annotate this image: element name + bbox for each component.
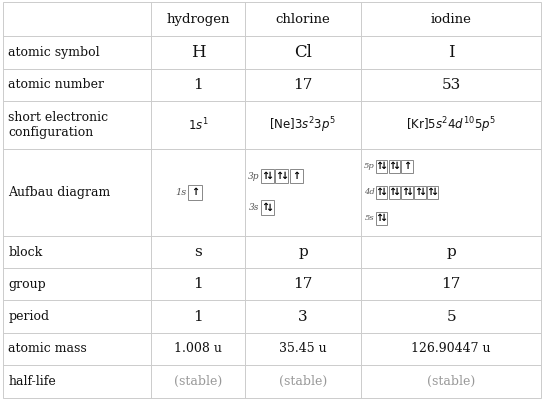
Text: 3p: 3p — [248, 172, 259, 181]
Bar — [376, 160, 387, 173]
Text: 1.008 u: 1.008 u — [174, 342, 222, 355]
Text: H: H — [190, 44, 205, 61]
Bar — [376, 212, 387, 225]
Text: atomic mass: atomic mass — [8, 342, 87, 355]
Text: group: group — [8, 278, 46, 291]
Text: chlorine: chlorine — [276, 13, 330, 26]
Text: 17: 17 — [441, 277, 461, 291]
Text: period: period — [8, 310, 50, 323]
Text: Aufbau diagram: Aufbau diagram — [8, 186, 110, 199]
Text: ↓: ↓ — [380, 213, 387, 223]
Text: ↑: ↑ — [375, 161, 384, 171]
Text: ↑: ↑ — [261, 171, 269, 181]
Text: ↑: ↑ — [413, 187, 422, 197]
Text: 1s: 1s — [175, 188, 187, 197]
Text: 1: 1 — [193, 78, 203, 92]
Text: (stable): (stable) — [174, 375, 222, 388]
Bar — [388, 160, 400, 173]
Text: ↓: ↓ — [265, 171, 274, 181]
Text: hydrogen: hydrogen — [166, 13, 230, 26]
Bar — [275, 169, 288, 184]
Bar — [290, 169, 303, 184]
Text: ↑: ↑ — [191, 187, 200, 197]
Bar — [261, 169, 274, 184]
Text: 3s: 3s — [249, 203, 259, 212]
Text: p: p — [446, 245, 456, 259]
Text: ↑: ↑ — [388, 161, 396, 171]
Text: ↓: ↓ — [392, 187, 400, 197]
Text: Cl: Cl — [294, 44, 312, 61]
Text: p: p — [298, 245, 308, 259]
Text: short electronic
configuration: short electronic configuration — [8, 111, 108, 139]
Text: 5p: 5p — [363, 162, 374, 170]
Text: ↑: ↑ — [375, 213, 384, 223]
Text: 126.90447 u: 126.90447 u — [411, 342, 491, 355]
Text: 1: 1 — [193, 277, 203, 291]
Text: 5s: 5s — [365, 214, 374, 222]
Bar — [261, 200, 274, 215]
Text: 53: 53 — [441, 78, 461, 92]
Text: ↑: ↑ — [426, 187, 435, 197]
Text: $\mathrm{[Ne]}3s^{2}3p^{5}$: $\mathrm{[Ne]}3s^{2}3p^{5}$ — [269, 115, 336, 134]
Text: 3: 3 — [298, 310, 308, 324]
Text: ↓: ↓ — [405, 187, 413, 197]
Bar — [376, 186, 387, 199]
Bar — [414, 186, 425, 199]
Text: atomic symbol: atomic symbol — [8, 46, 100, 59]
Text: ↓: ↓ — [380, 187, 387, 197]
Text: iodine: iodine — [431, 13, 472, 26]
Text: atomic number: atomic number — [8, 78, 104, 91]
Text: ↓: ↓ — [380, 161, 387, 171]
Text: ↑: ↑ — [293, 171, 301, 181]
Text: ↑: ↑ — [375, 187, 384, 197]
Text: ↑: ↑ — [261, 202, 269, 212]
Text: 35.45 u: 35.45 u — [279, 342, 327, 355]
Text: ↓: ↓ — [265, 202, 274, 212]
Bar — [401, 186, 413, 199]
Text: 17: 17 — [293, 78, 313, 92]
Text: 5: 5 — [446, 310, 456, 324]
Text: s: s — [194, 245, 202, 259]
Text: ↑: ↑ — [275, 171, 283, 181]
Text: half-life: half-life — [8, 375, 56, 388]
Text: ↑: ↑ — [401, 187, 409, 197]
Text: 1: 1 — [193, 310, 203, 324]
Text: $\mathrm{[Kr]}5s^{2}4d^{10}5p^{5}$: $\mathrm{[Kr]}5s^{2}4d^{10}5p^{5}$ — [406, 115, 496, 134]
Text: $1s^{1}$: $1s^{1}$ — [188, 116, 208, 133]
Text: 17: 17 — [293, 277, 313, 291]
Bar — [401, 160, 413, 173]
Text: ↓: ↓ — [392, 161, 400, 171]
Text: ↑: ↑ — [403, 161, 411, 171]
Text: block: block — [8, 246, 42, 258]
Bar — [388, 186, 400, 199]
Text: (stable): (stable) — [427, 375, 475, 388]
Text: I: I — [448, 44, 454, 61]
Text: ↑: ↑ — [388, 187, 396, 197]
Bar — [188, 185, 202, 200]
Text: ↓: ↓ — [280, 171, 288, 181]
Text: ↓: ↓ — [431, 187, 438, 197]
Text: (stable): (stable) — [279, 375, 327, 388]
Text: 4d: 4d — [363, 188, 374, 196]
Text: ↓: ↓ — [418, 187, 426, 197]
Bar — [427, 186, 438, 199]
